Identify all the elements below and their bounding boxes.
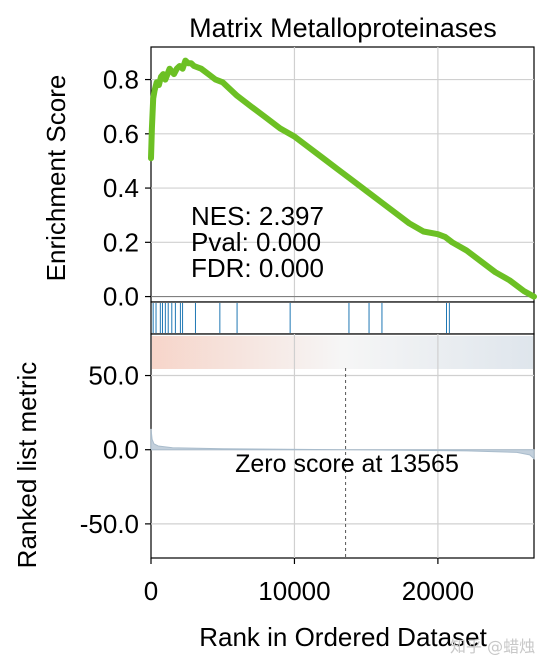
es-y-ticks: 0.0 0.2 0.4 0.6 0.8 [103, 65, 151, 312]
hit-markers [152, 303, 450, 333]
metric-y-ticks: 50.0 0.0 -50.0 [80, 361, 151, 539]
es-panel: 0.0 0.2 0.4 0.6 0.8 Enrichment Score NES: 2.… [41, 46, 537, 312]
x-tick-label: 20000 [402, 576, 474, 606]
metric-area [150, 428, 535, 460]
es-tick-label: 0.8 [103, 65, 139, 95]
es-tick-label: 0.4 [103, 173, 139, 203]
nes-annotation: NES: 2.397 [191, 201, 324, 231]
es-gridlines [151, 47, 534, 302]
metric-panel: Zero score at 13565 50.0 0.0 -50.0 0 10000 2… [12, 333, 535, 652]
metric-xlabel: Rank in Ordered Dataset [199, 622, 487, 652]
watermark: 知乎 @蜡烛 [450, 637, 535, 656]
es-line [148, 57, 537, 300]
fdr-annotation: FDR: 0.000 [191, 253, 324, 283]
metric-heatmap [152, 336, 533, 369]
metric-x-ticks: 0 10000 20000 [144, 558, 474, 606]
x-tick-label: 10000 [258, 576, 330, 606]
es-ylabel: Enrichment Score [41, 75, 71, 282]
metric-panel-frame [150, 333, 535, 559]
x-tick-label: 0 [144, 576, 158, 606]
es-tick-label: 0.6 [103, 119, 139, 149]
pval-annotation: Pval: 0.000 [191, 227, 321, 257]
zero-score-label: Zero score at 13565 [235, 450, 459, 478]
metric-ylabel: Ranked list metric [12, 362, 42, 569]
es-tick-label: 0.0 [103, 282, 139, 312]
chart-title: Matrix Metalloproteinases [189, 13, 497, 43]
metric-tick-label: -50.0 [80, 509, 139, 539]
hits-panel-frame [150, 301, 535, 335]
es-tick-label: 0.2 [103, 227, 139, 257]
metric-tick-label: 50.0 [88, 361, 139, 391]
hits-panel [150, 301, 535, 335]
metric-tick-label: 0.0 [103, 435, 139, 465]
